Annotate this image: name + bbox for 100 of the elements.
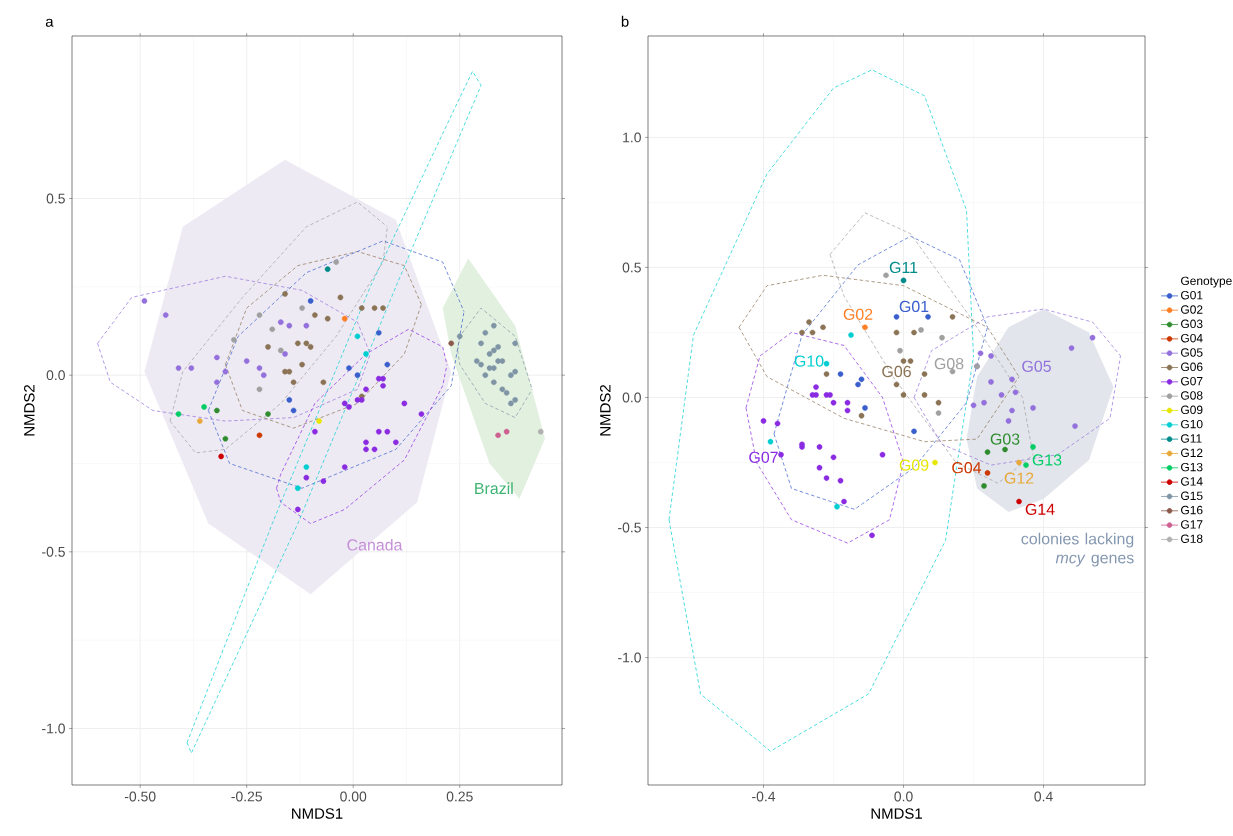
point xyxy=(988,353,994,359)
annotation: G12 xyxy=(1004,472,1034,484)
point xyxy=(1009,376,1015,383)
point xyxy=(384,428,391,435)
point xyxy=(341,464,348,470)
point xyxy=(823,371,830,377)
point xyxy=(827,392,833,398)
point xyxy=(141,298,148,304)
point xyxy=(277,347,284,354)
point xyxy=(1030,444,1036,450)
point xyxy=(456,333,463,340)
point xyxy=(774,420,781,427)
legend-label: G05 xyxy=(1181,348,1203,357)
point xyxy=(921,392,928,398)
legend-label: G06 xyxy=(1181,362,1203,372)
point xyxy=(473,358,480,364)
annotation: G07 xyxy=(749,451,778,463)
point xyxy=(303,340,310,347)
legend-label: G08 xyxy=(1181,391,1203,400)
point xyxy=(499,358,506,364)
point xyxy=(897,347,903,354)
point xyxy=(816,464,823,471)
point xyxy=(844,407,851,414)
point xyxy=(907,358,914,364)
point xyxy=(998,392,1005,398)
annotation: G08 xyxy=(934,358,964,370)
point xyxy=(900,277,907,284)
point xyxy=(830,399,837,406)
y-tick-label: -1.0 xyxy=(42,723,65,734)
point xyxy=(537,428,544,435)
point xyxy=(495,344,501,350)
point xyxy=(503,428,510,435)
annotation: G02 xyxy=(843,308,873,320)
point xyxy=(324,266,331,272)
point xyxy=(260,372,267,378)
point xyxy=(921,371,928,377)
y-tick-label: 0.5 xyxy=(46,193,65,204)
point xyxy=(265,411,271,417)
point xyxy=(478,361,484,368)
point xyxy=(499,386,506,393)
legend-label: G17 xyxy=(1181,520,1203,529)
point xyxy=(303,474,310,481)
point xyxy=(911,428,917,435)
point xyxy=(256,312,263,318)
point xyxy=(858,412,865,419)
point xyxy=(341,400,348,407)
point xyxy=(820,324,826,331)
point xyxy=(277,319,284,325)
point xyxy=(844,399,851,406)
point xyxy=(1009,407,1015,414)
point xyxy=(286,368,293,375)
point xyxy=(218,453,224,460)
point xyxy=(799,329,805,336)
point xyxy=(491,347,497,354)
point xyxy=(900,358,907,364)
point xyxy=(333,259,339,265)
point xyxy=(299,305,305,311)
chart-title: a xyxy=(45,18,54,27)
point xyxy=(918,327,924,333)
y-axis-title: NMDS2 xyxy=(600,385,611,436)
point xyxy=(282,351,288,357)
point xyxy=(295,340,301,347)
x-tick-label: -0.50 xyxy=(124,791,156,802)
y-axis-title: NMDS2 xyxy=(24,385,35,436)
point xyxy=(380,382,386,389)
point xyxy=(393,439,399,446)
legend-label: G03 xyxy=(1181,319,1203,329)
legend-label: G18 xyxy=(1181,534,1203,543)
point xyxy=(512,368,518,375)
point xyxy=(256,365,263,371)
point xyxy=(346,365,352,371)
point xyxy=(337,294,344,301)
point xyxy=(295,506,301,513)
point xyxy=(503,390,510,396)
point xyxy=(806,319,812,325)
point xyxy=(290,407,297,414)
legend-label: G16 xyxy=(1181,505,1203,515)
point xyxy=(893,381,900,388)
y-tick-label: 0.0 xyxy=(46,370,65,381)
annotation: G14 xyxy=(1025,503,1055,515)
point xyxy=(1002,446,1008,453)
point xyxy=(243,358,250,364)
point xyxy=(188,365,195,371)
point xyxy=(981,399,987,406)
point xyxy=(286,322,293,329)
point xyxy=(346,404,352,410)
point xyxy=(320,379,327,386)
point xyxy=(1023,462,1029,468)
point xyxy=(935,399,942,406)
point xyxy=(862,405,868,411)
point xyxy=(371,305,378,311)
point xyxy=(984,470,991,476)
point xyxy=(265,344,271,350)
chart-title: b xyxy=(621,15,629,27)
legend-label: G13 xyxy=(1181,462,1203,472)
point xyxy=(855,381,861,388)
point xyxy=(341,315,348,322)
point xyxy=(834,503,840,510)
point xyxy=(197,418,203,424)
y-tick-label: 0.5 xyxy=(622,262,641,273)
